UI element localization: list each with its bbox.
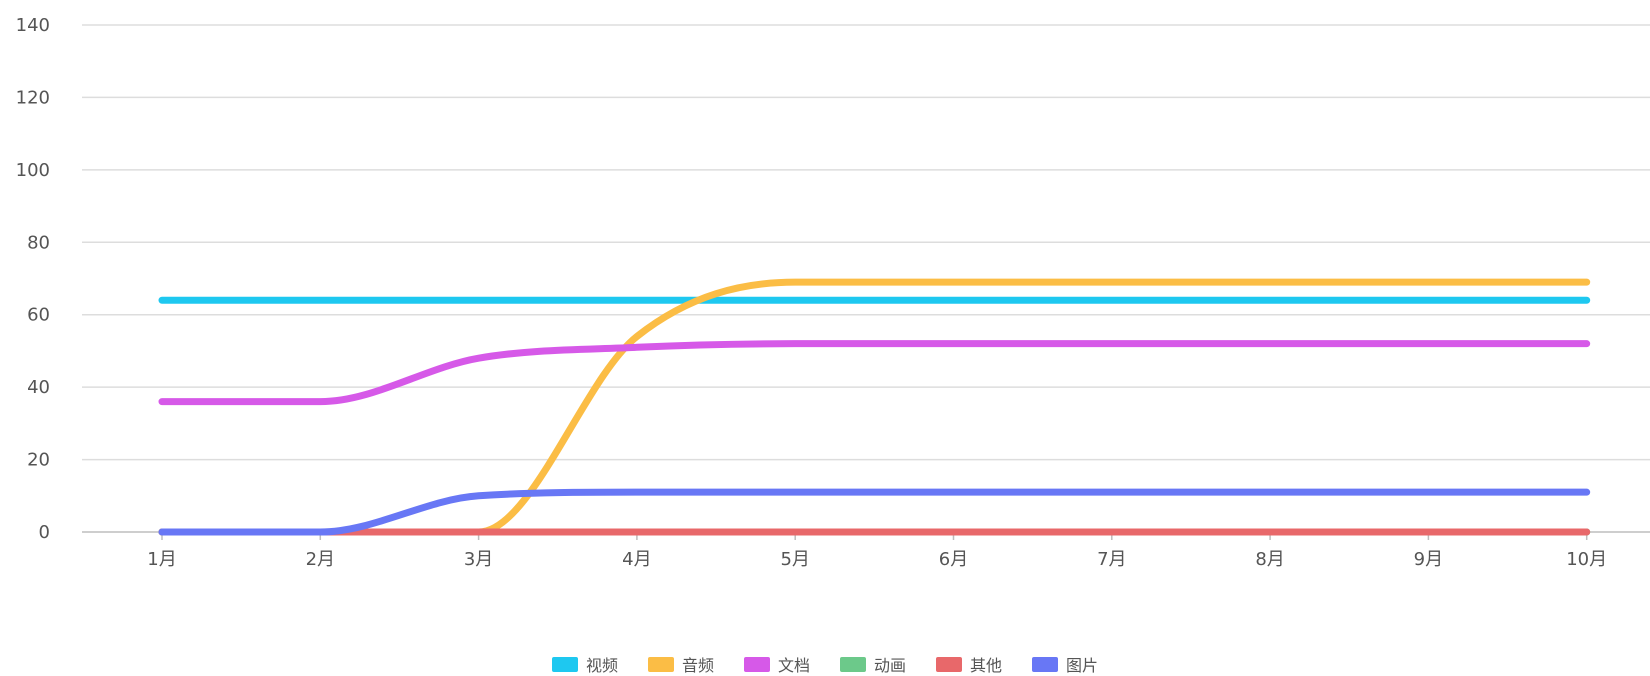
legend-label: 文档 <box>777 656 810 675</box>
y-tick-label: 0 <box>39 522 50 543</box>
x-tick-label: 10月 <box>1566 549 1607 570</box>
x-tick-label: 5月 <box>780 549 809 570</box>
legend: 视频 音频 文档 动画 其他 图片 <box>0 652 1650 676</box>
x-tick-label: 7月 <box>1097 549 1126 570</box>
legend-item[interactable]: 图片 <box>1032 652 1098 676</box>
legend-item[interactable]: 动画 <box>840 652 906 676</box>
x-tick-label: 6月 <box>939 549 968 570</box>
y-tick-label: 100 <box>16 160 50 181</box>
legend-item[interactable]: 音频 <box>647 652 714 676</box>
x-tick-label: 9月 <box>1414 549 1443 570</box>
y-tick-label: 20 <box>27 450 50 471</box>
x-tick-label: 8月 <box>1255 549 1284 570</box>
series-line <box>158 340 1591 406</box>
legend-swatch <box>840 656 866 672</box>
y-tick-label: 40 <box>27 377 50 398</box>
legend-item[interactable]: 其他 <box>936 652 1002 676</box>
legend-swatch <box>743 656 770 672</box>
legend-label: 视频 <box>585 656 618 675</box>
legend-swatch <box>936 656 963 672</box>
legend-swatch <box>1032 656 1059 672</box>
legend-label: 音频 <box>681 656 714 675</box>
y-tick-label: 120 <box>16 87 50 108</box>
x-tick-label: 4月 <box>622 549 651 570</box>
legend-label: 动画 <box>874 656 907 675</box>
legend-label: 图片 <box>1066 656 1099 675</box>
legend-item[interactable]: 视频 <box>551 652 618 676</box>
x-tick-label: 3月 <box>464 549 493 570</box>
series-lines <box>158 278 1591 536</box>
legend-swatch <box>647 656 674 672</box>
legend-label: 其他 <box>970 656 1003 675</box>
legend-item[interactable]: 文档 <box>743 652 810 676</box>
x-axis: 1月 2月 3月 4月 5月 6月 7月 8月 9月 10月 <box>147 532 1607 570</box>
y-tick-label: 140 <box>16 15 50 36</box>
legend-swatch <box>551 656 578 672</box>
grid-lines <box>82 24 1650 533</box>
x-tick-label: 2月 <box>306 549 335 570</box>
y-axis-labels: 0 20 40 60 80 100 120 140 <box>16 15 50 543</box>
series-line <box>158 488 1591 536</box>
y-tick-label: 80 <box>27 232 50 253</box>
y-tick-label: 60 <box>27 305 50 326</box>
x-tick-label: 1月 <box>147 549 176 570</box>
